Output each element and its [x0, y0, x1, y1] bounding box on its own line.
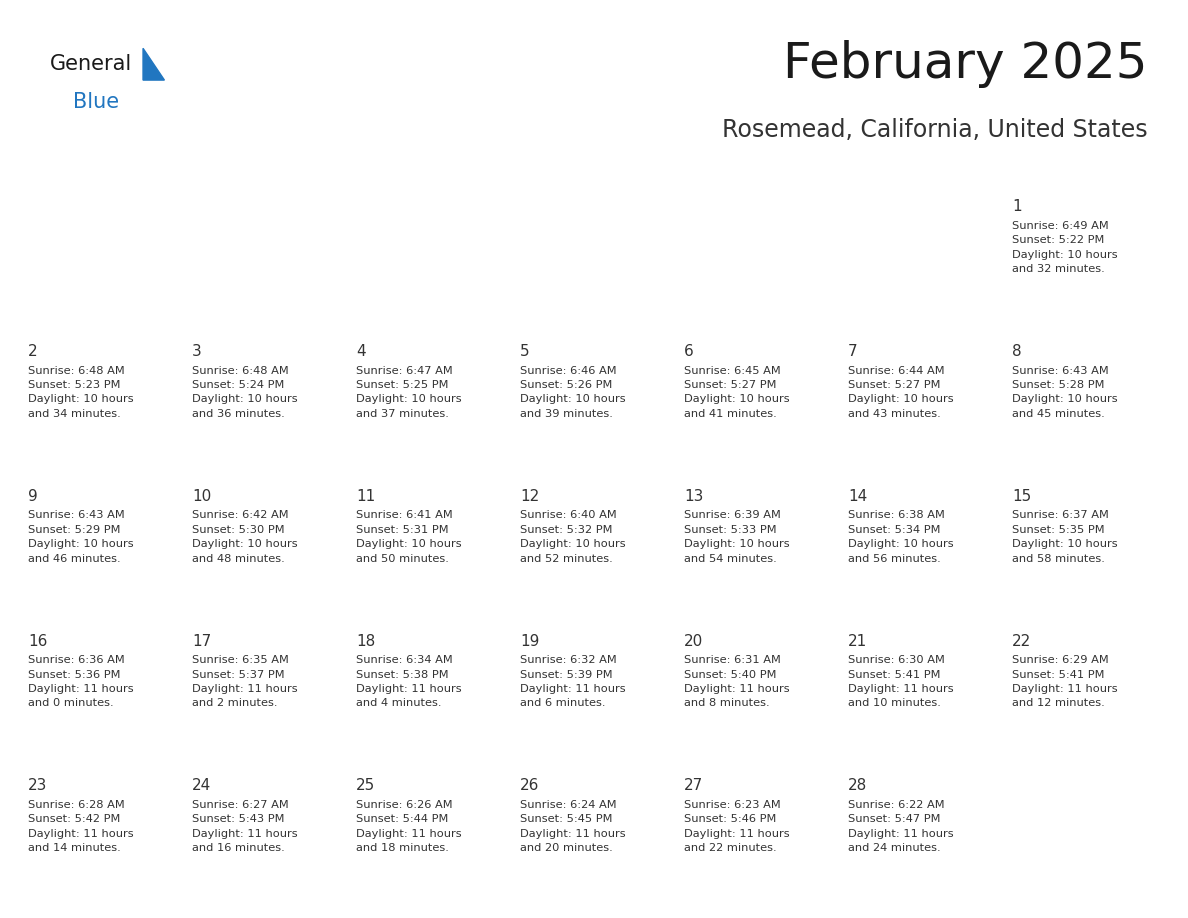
- Text: Thursday: Thursday: [719, 165, 797, 181]
- Text: Sunrise: 6:43 AM
Sunset: 5:29 PM
Daylight: 10 hours
and 46 minutes.: Sunrise: 6:43 AM Sunset: 5:29 PM Dayligh…: [29, 510, 134, 564]
- Text: Wednesday: Wednesday: [545, 165, 643, 181]
- Text: Sunrise: 6:36 AM
Sunset: 5:36 PM
Daylight: 11 hours
and 0 minutes.: Sunrise: 6:36 AM Sunset: 5:36 PM Dayligh…: [29, 655, 134, 709]
- Text: Sunrise: 6:28 AM
Sunset: 5:42 PM
Daylight: 11 hours
and 14 minutes.: Sunrise: 6:28 AM Sunset: 5:42 PM Dayligh…: [29, 800, 134, 853]
- Text: 19: 19: [520, 633, 539, 648]
- Text: 12: 12: [520, 488, 539, 504]
- Text: Sunrise: 6:44 AM
Sunset: 5:27 PM
Daylight: 10 hours
and 43 minutes.: Sunrise: 6:44 AM Sunset: 5:27 PM Dayligh…: [848, 365, 954, 419]
- Text: Sunrise: 6:37 AM
Sunset: 5:35 PM
Daylight: 10 hours
and 58 minutes.: Sunrise: 6:37 AM Sunset: 5:35 PM Dayligh…: [1012, 510, 1118, 564]
- Text: 17: 17: [192, 633, 211, 648]
- Text: Sunrise: 6:39 AM
Sunset: 5:33 PM
Daylight: 10 hours
and 54 minutes.: Sunrise: 6:39 AM Sunset: 5:33 PM Dayligh…: [684, 510, 790, 564]
- Text: Sunrise: 6:38 AM
Sunset: 5:34 PM
Daylight: 10 hours
and 56 minutes.: Sunrise: 6:38 AM Sunset: 5:34 PM Dayligh…: [848, 510, 954, 564]
- Text: Sunrise: 6:41 AM
Sunset: 5:31 PM
Daylight: 10 hours
and 50 minutes.: Sunrise: 6:41 AM Sunset: 5:31 PM Dayligh…: [356, 510, 462, 564]
- Text: 26: 26: [520, 778, 539, 793]
- Text: 11: 11: [356, 488, 375, 504]
- Text: 27: 27: [684, 778, 703, 793]
- Polygon shape: [143, 49, 164, 80]
- Text: Sunrise: 6:46 AM
Sunset: 5:26 PM
Daylight: 10 hours
and 39 minutes.: Sunrise: 6:46 AM Sunset: 5:26 PM Dayligh…: [520, 365, 626, 419]
- Text: Sunrise: 6:30 AM
Sunset: 5:41 PM
Daylight: 11 hours
and 10 minutes.: Sunrise: 6:30 AM Sunset: 5:41 PM Dayligh…: [848, 655, 954, 709]
- Text: Sunrise: 6:42 AM
Sunset: 5:30 PM
Daylight: 10 hours
and 48 minutes.: Sunrise: 6:42 AM Sunset: 5:30 PM Dayligh…: [192, 510, 298, 564]
- Text: 28: 28: [848, 778, 867, 793]
- Text: General: General: [50, 54, 133, 73]
- Text: Sunday: Sunday: [70, 165, 134, 181]
- Text: Sunrise: 6:29 AM
Sunset: 5:41 PM
Daylight: 11 hours
and 12 minutes.: Sunrise: 6:29 AM Sunset: 5:41 PM Dayligh…: [1012, 655, 1118, 709]
- Text: 24: 24: [192, 778, 211, 793]
- Text: 16: 16: [29, 633, 48, 648]
- Text: Blue: Blue: [74, 93, 119, 112]
- Text: Monday: Monday: [233, 165, 299, 181]
- Text: February 2025: February 2025: [783, 39, 1148, 87]
- Text: Sunrise: 6:48 AM
Sunset: 5:23 PM
Daylight: 10 hours
and 34 minutes.: Sunrise: 6:48 AM Sunset: 5:23 PM Dayligh…: [29, 365, 134, 419]
- Text: 22: 22: [1012, 633, 1031, 648]
- Text: Sunrise: 6:23 AM
Sunset: 5:46 PM
Daylight: 11 hours
and 22 minutes.: Sunrise: 6:23 AM Sunset: 5:46 PM Dayligh…: [684, 800, 790, 853]
- Text: Sunrise: 6:22 AM
Sunset: 5:47 PM
Daylight: 11 hours
and 24 minutes.: Sunrise: 6:22 AM Sunset: 5:47 PM Dayligh…: [848, 800, 954, 853]
- Text: Sunrise: 6:24 AM
Sunset: 5:45 PM
Daylight: 11 hours
and 20 minutes.: Sunrise: 6:24 AM Sunset: 5:45 PM Dayligh…: [520, 800, 626, 853]
- Text: Sunrise: 6:48 AM
Sunset: 5:24 PM
Daylight: 10 hours
and 36 minutes.: Sunrise: 6:48 AM Sunset: 5:24 PM Dayligh…: [192, 365, 298, 419]
- Text: 2: 2: [29, 344, 38, 359]
- Text: 9: 9: [29, 488, 38, 504]
- Text: Sunrise: 6:35 AM
Sunset: 5:37 PM
Daylight: 11 hours
and 2 minutes.: Sunrise: 6:35 AM Sunset: 5:37 PM Dayligh…: [192, 655, 298, 709]
- Text: Rosemead, California, United States: Rosemead, California, United States: [722, 118, 1148, 142]
- Text: 21: 21: [848, 633, 867, 648]
- Text: 25: 25: [356, 778, 375, 793]
- Text: 8: 8: [1012, 344, 1022, 359]
- Text: 10: 10: [192, 488, 211, 504]
- Text: 14: 14: [848, 488, 867, 504]
- Text: 6: 6: [684, 344, 694, 359]
- Text: 15: 15: [1012, 488, 1031, 504]
- Text: Sunrise: 6:26 AM
Sunset: 5:44 PM
Daylight: 11 hours
and 18 minutes.: Sunrise: 6:26 AM Sunset: 5:44 PM Dayligh…: [356, 800, 462, 853]
- Text: 18: 18: [356, 633, 375, 648]
- Text: Sunrise: 6:40 AM
Sunset: 5:32 PM
Daylight: 10 hours
and 52 minutes.: Sunrise: 6:40 AM Sunset: 5:32 PM Dayligh…: [520, 510, 626, 564]
- Text: Sunrise: 6:49 AM
Sunset: 5:22 PM
Daylight: 10 hours
and 32 minutes.: Sunrise: 6:49 AM Sunset: 5:22 PM Dayligh…: [1012, 221, 1118, 274]
- Text: Sunrise: 6:31 AM
Sunset: 5:40 PM
Daylight: 11 hours
and 8 minutes.: Sunrise: 6:31 AM Sunset: 5:40 PM Dayligh…: [684, 655, 790, 709]
- Text: Sunrise: 6:47 AM
Sunset: 5:25 PM
Daylight: 10 hours
and 37 minutes.: Sunrise: 6:47 AM Sunset: 5:25 PM Dayligh…: [356, 365, 462, 419]
- Text: Sunrise: 6:45 AM
Sunset: 5:27 PM
Daylight: 10 hours
and 41 minutes.: Sunrise: 6:45 AM Sunset: 5:27 PM Dayligh…: [684, 365, 790, 419]
- Text: 4: 4: [356, 344, 366, 359]
- Text: 23: 23: [29, 778, 48, 793]
- Text: 20: 20: [684, 633, 703, 648]
- Text: Sunrise: 6:43 AM
Sunset: 5:28 PM
Daylight: 10 hours
and 45 minutes.: Sunrise: 6:43 AM Sunset: 5:28 PM Dayligh…: [1012, 365, 1118, 419]
- Text: Tuesday: Tuesday: [396, 165, 465, 181]
- Text: Sunrise: 6:34 AM
Sunset: 5:38 PM
Daylight: 11 hours
and 4 minutes.: Sunrise: 6:34 AM Sunset: 5:38 PM Dayligh…: [356, 655, 462, 709]
- Text: 3: 3: [192, 344, 202, 359]
- Text: 5: 5: [520, 344, 530, 359]
- Text: Friday: Friday: [896, 165, 948, 181]
- Text: Sunrise: 6:27 AM
Sunset: 5:43 PM
Daylight: 11 hours
and 16 minutes.: Sunrise: 6:27 AM Sunset: 5:43 PM Dayligh…: [192, 800, 298, 853]
- Text: Sunrise: 6:32 AM
Sunset: 5:39 PM
Daylight: 11 hours
and 6 minutes.: Sunrise: 6:32 AM Sunset: 5:39 PM Dayligh…: [520, 655, 626, 709]
- Text: Saturday: Saturday: [1047, 165, 1125, 181]
- Text: 1: 1: [1012, 199, 1022, 214]
- Text: 13: 13: [684, 488, 703, 504]
- Text: 7: 7: [848, 344, 858, 359]
